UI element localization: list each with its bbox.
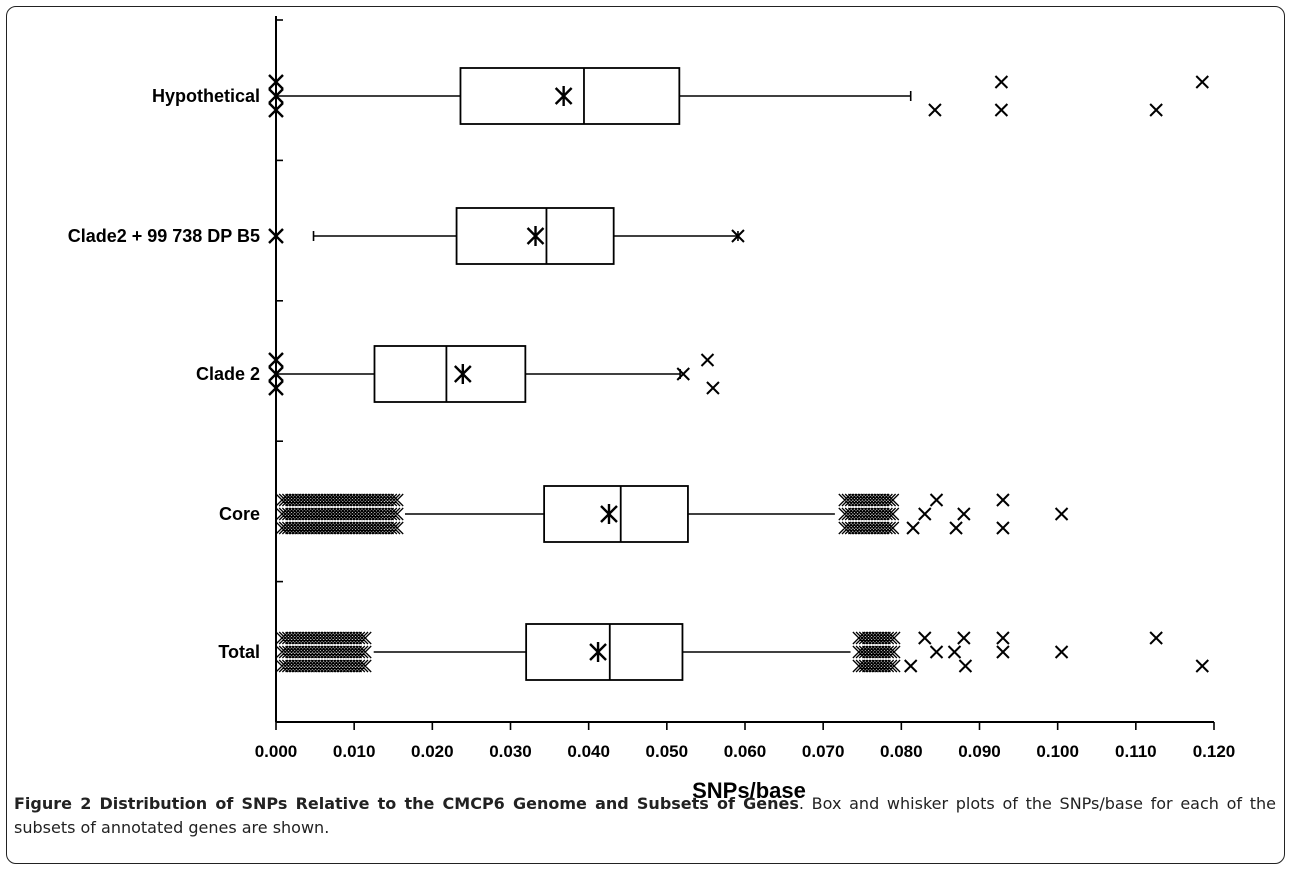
figure-caption: Figure 2 Distribution of SNPs Relative t… bbox=[14, 792, 1276, 840]
low-outlier-marker bbox=[268, 228, 284, 244]
low-outlier-marker bbox=[268, 88, 284, 104]
outlier-marker bbox=[918, 507, 932, 521]
x-tick-label: 0.090 bbox=[958, 742, 1001, 761]
outlier-marker bbox=[996, 631, 1010, 645]
category-label: Clade2 + 99 738 DP B5 bbox=[68, 226, 260, 246]
low-outlier-marker bbox=[268, 74, 284, 90]
outlier-marker bbox=[918, 631, 932, 645]
outlier-marker bbox=[1195, 659, 1209, 673]
x-tick-label: 0.120 bbox=[1193, 742, 1236, 761]
high-outlier-cluster bbox=[852, 631, 901, 673]
x-tick-label: 0.050 bbox=[646, 742, 689, 761]
outlier-marker bbox=[700, 353, 715, 367]
low-outlier-marker bbox=[268, 380, 284, 396]
outlier-marker bbox=[928, 103, 942, 117]
outlier-marker bbox=[904, 659, 918, 673]
x-tick-label: 0.020 bbox=[411, 742, 454, 761]
mean-marker bbox=[554, 86, 573, 106]
x-tick-label: 0.100 bbox=[1036, 742, 1079, 761]
outlier-marker bbox=[929, 493, 944, 507]
x-tick-label: 0.060 bbox=[724, 742, 767, 761]
low-outlier-cluster bbox=[275, 631, 372, 673]
mean-marker bbox=[589, 642, 607, 662]
outlier-marker bbox=[731, 229, 745, 243]
x-tick-label: 0.000 bbox=[255, 742, 298, 761]
outlier-marker bbox=[957, 631, 971, 645]
outlier-marker bbox=[957, 507, 971, 521]
x-tick-label: 0.080 bbox=[880, 742, 923, 761]
high-outlier-cluster bbox=[838, 493, 900, 535]
x-tick-label: 0.010 bbox=[333, 742, 376, 761]
outlier-marker bbox=[1149, 631, 1163, 645]
mean-marker bbox=[526, 226, 545, 246]
outlier-marker bbox=[706, 381, 720, 395]
category-label: Core bbox=[219, 504, 260, 524]
outlier-marker bbox=[996, 645, 1010, 659]
outlier-marker bbox=[996, 521, 1010, 535]
outlier-marker bbox=[994, 103, 1009, 117]
iqr-box bbox=[373, 345, 527, 403]
category-label: Hypothetical bbox=[152, 86, 260, 106]
outlier-marker bbox=[949, 521, 963, 535]
category-label: Total bbox=[218, 642, 260, 662]
low-outlier-cluster bbox=[275, 493, 404, 535]
category-label: Clade 2 bbox=[196, 364, 260, 384]
x-tick-label: 0.110 bbox=[1115, 742, 1157, 761]
low-outlier-marker bbox=[268, 352, 284, 368]
outlier-marker bbox=[947, 645, 962, 659]
x-tick-label: 0.030 bbox=[489, 742, 532, 761]
outlier-marker bbox=[1149, 103, 1163, 117]
outlier-marker bbox=[1195, 75, 1209, 89]
mean-marker bbox=[453, 364, 472, 384]
x-tick-label: 0.070 bbox=[802, 742, 845, 761]
outlier-marker bbox=[676, 367, 690, 381]
caption-text: . Box and whisker plots of the SNPs/base… bbox=[14, 794, 1276, 837]
low-outlier-marker bbox=[268, 366, 284, 382]
x-tick-label: 0.040 bbox=[567, 742, 610, 761]
outlier-marker bbox=[996, 493, 1010, 507]
iqr-box bbox=[543, 485, 689, 543]
iqr-box bbox=[525, 623, 684, 681]
caption-title: Figure 2 Distribution of SNPs Relative t… bbox=[14, 794, 799, 813]
outlier-marker bbox=[1054, 507, 1069, 521]
mean-marker bbox=[600, 504, 618, 524]
outlier-marker bbox=[906, 521, 920, 535]
outlier-marker bbox=[1054, 645, 1069, 659]
outlier-marker bbox=[994, 75, 1009, 89]
low-outlier-marker bbox=[268, 102, 284, 118]
x-axis-title: SNPs/base bbox=[692, 778, 806, 803]
iqr-box bbox=[459, 67, 681, 125]
outlier-marker bbox=[958, 659, 973, 673]
outlier-marker bbox=[929, 645, 944, 659]
